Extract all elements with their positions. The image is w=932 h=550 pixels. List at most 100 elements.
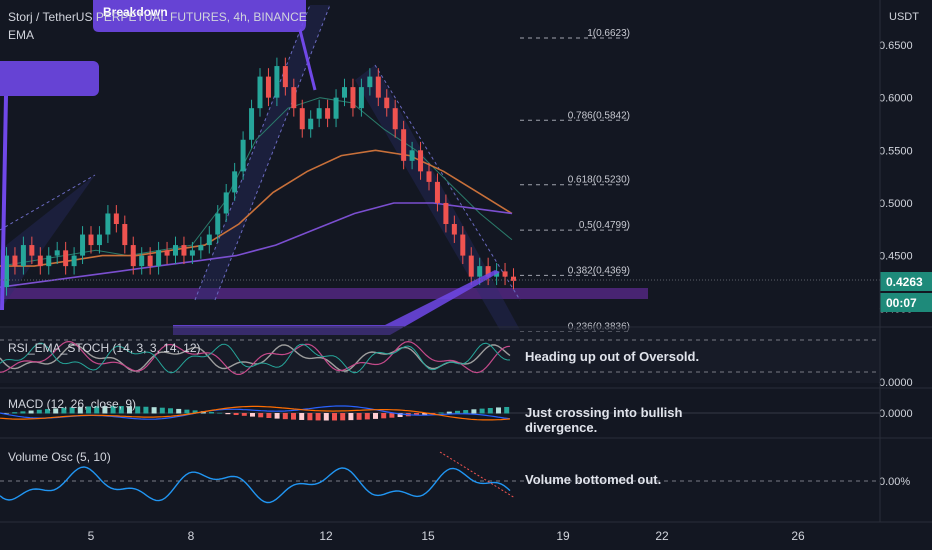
macd-histogram-bar [455, 410, 460, 414]
vol-tick: 0.00% [879, 476, 910, 488]
macd-histogram-bar [209, 412, 214, 414]
candle-body [80, 234, 86, 256]
macd-histogram-bar [438, 412, 444, 414]
macd-histogram-bar [332, 413, 337, 421]
fib-label: 0.382(0.4369) [568, 265, 630, 276]
candle-body [494, 271, 500, 277]
macd-histogram-bar [323, 413, 329, 421]
macd-histogram-bar [241, 413, 247, 416]
candle-body [460, 234, 466, 256]
symbol-title: Storj / TetherUS PERPETUAL FUTURES, 4h, … [8, 10, 307, 24]
macd-histogram-bar [135, 406, 141, 414]
candle-body [401, 129, 407, 161]
candle-body [409, 150, 415, 161]
macd-histogram-bar [487, 407, 493, 414]
candle-body [223, 192, 229, 214]
macd-histogram-bar [86, 406, 91, 414]
candle-body [71, 255, 77, 267]
ema-line [0, 202, 513, 288]
candle-body [274, 66, 280, 98]
time-axis[interactable]: 5 8 12 15 19 22 26 [0, 521, 932, 543]
candle-body [96, 234, 102, 246]
countdown-value: 00:07 [886, 296, 917, 310]
candle-body [232, 171, 238, 193]
breakdown-callout[interactable]: Breakdown [93, 0, 317, 91]
candle-body [502, 271, 508, 277]
macd-histogram-bar [381, 413, 387, 419]
macd-histogram-bar [118, 406, 124, 414]
fib-label: 0.786(0.5842) [568, 110, 630, 121]
rsi-callout[interactable] [173, 270, 500, 335]
macd-histogram-bar [151, 407, 157, 414]
macd-histogram-bar [274, 413, 280, 419]
candle-body [12, 255, 18, 267]
macd-histogram-bar [4, 413, 9, 414]
price-tick-label: 0.5500 [879, 145, 913, 157]
macd-histogram-bar [69, 407, 75, 414]
price-tick-label: 0.4500 [879, 251, 913, 263]
candle-body [468, 255, 474, 277]
candle-body [139, 255, 145, 267]
breakdown-label: Breakdown [103, 5, 168, 19]
vol-note: Volume bottomed out. [525, 472, 661, 487]
time-tick-label: 19 [556, 529, 570, 543]
candle-body [156, 250, 162, 267]
candle-body [181, 245, 187, 256]
fib-label: 0.5(0.4799) [579, 220, 630, 231]
macd-histogram-bar [258, 413, 264, 418]
time-tick-label: 8 [188, 529, 195, 543]
candle-body [477, 266, 483, 277]
macd-histogram-bar [496, 407, 501, 414]
volume-osc-panel[interactable]: Volume Osc (5, 10) Volume bottomed out. … [0, 437, 932, 504]
macd-histogram-bar [373, 413, 378, 419]
ema-line [0, 149, 513, 267]
rsi-title: RSI_EMA_STOCH (14, 3, 3, 14, 12) [8, 341, 201, 355]
vol-title: Volume Osc (5, 10) [8, 450, 111, 464]
macd-histogram-bar [282, 413, 288, 420]
candle-body [426, 171, 432, 182]
macd-histogram-bar [12, 412, 18, 414]
macd-histogram-bar [422, 413, 428, 415]
rsi-tick: 0.0000 [879, 377, 913, 389]
price-tick-label: 0.5000 [879, 198, 913, 210]
rsi-panel[interactable]: RSI_EMA_STOCH (14, 3, 3, 14, 12) Heading… [0, 326, 932, 389]
price-tick-label: 0.6500 [879, 40, 913, 52]
macd-histogram-bar [28, 410, 34, 414]
macd-histogram-bar [45, 409, 50, 414]
macd-histogram-bar [389, 413, 395, 418]
macd-histogram-bar [159, 407, 165, 414]
macd-histogram-bar [192, 410, 198, 414]
candle-body [122, 224, 128, 246]
candle-body [511, 276, 516, 281]
macd-panel[interactable]: MACD (12, 26, close, 9) Just crossing in… [0, 387, 932, 435]
macd-histogram-bar [94, 406, 100, 414]
candle-body [342, 87, 347, 98]
macd-histogram-bar [397, 413, 403, 417]
last-price-tag: 0.4263 00:07 [0, 272, 932, 312]
candle-body [367, 76, 373, 88]
macd-histogram-bar [463, 410, 469, 414]
macd-histogram-bar [36, 409, 42, 414]
macd-histogram-bar [110, 406, 116, 414]
macd-histogram-bar [414, 413, 419, 416]
macd-histogram-bar [266, 413, 272, 419]
currency-label: USDT [889, 11, 919, 23]
macd-histogram-bar [446, 411, 452, 414]
left-callout-box[interactable] [0, 61, 99, 311]
macd-histogram-bar [479, 408, 485, 414]
candle-body [392, 108, 398, 130]
time-tick-label: 22 [655, 529, 669, 543]
candle-body [206, 234, 212, 246]
candle-body [215, 213, 221, 235]
candle-body [443, 202, 449, 225]
macd-histogram-bar [504, 406, 510, 414]
candle-body [299, 108, 305, 130]
candle-body [282, 66, 288, 88]
fib-label: 1(0.6623) [587, 28, 630, 39]
ema-lines [0, 97, 513, 288]
candle-body [333, 97, 339, 119]
macd-note-2: divergence. [525, 420, 597, 435]
candles [4, 57, 516, 296]
candle-body [46, 255, 52, 267]
